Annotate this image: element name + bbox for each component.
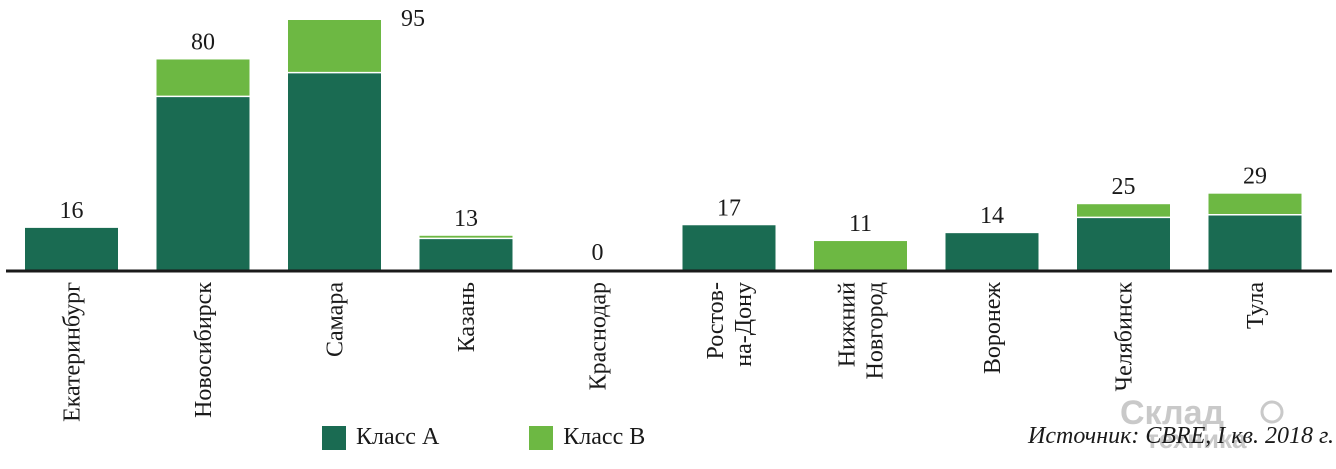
legend-item-class-a: Класс А	[322, 424, 439, 451]
category-label-2: Самара	[323, 282, 349, 357]
bar-class-a-7	[945, 233, 1039, 270]
category-label-line: Новосибирск	[191, 282, 217, 418]
legend-label-class-b: Класс В	[563, 424, 646, 450]
category-label-line: Воронеж	[980, 282, 1006, 375]
bar-class-b-1	[156, 59, 250, 97]
category-label-line: Новгород	[863, 282, 889, 379]
sklad-tehnika-watermark-logo: Склад техника	[1120, 394, 1284, 452]
category-label-8: Челябинск	[1112, 282, 1138, 392]
category-label-line: Казань	[454, 282, 480, 352]
category-label-4: Краснодар	[586, 282, 612, 390]
bar-class-a-1	[156, 96, 250, 270]
legend-item-class-b: Класс В	[529, 424, 645, 451]
legend-swatch-class-b	[529, 425, 554, 450]
value-label-9: 29	[1243, 164, 1267, 190]
bar-class-a-2	[288, 72, 381, 270]
category-label-0: Екатеринбург	[60, 282, 86, 422]
category-label-3: Казань	[454, 282, 480, 352]
category-label-line: Екатеринбург	[60, 282, 86, 422]
category-label-line: Ростов-	[703, 282, 729, 360]
value-label-5: 17	[717, 195, 741, 221]
category-label-line: на-Дону	[731, 282, 757, 367]
value-label-0: 16	[60, 198, 84, 224]
category-label-line: Нижний	[835, 282, 861, 367]
bar-class-b-6	[814, 241, 907, 270]
source-note: Источник: CBRE, I кв. 2018 г.	[1028, 423, 1334, 449]
category-label-line: Тула	[1243, 282, 1269, 329]
category-label-line: Краснодар	[586, 282, 612, 390]
category-label-1: Новосибирск	[191, 282, 217, 418]
value-label-2: 95	[401, 6, 425, 32]
bar-class-b-3	[419, 235, 513, 239]
bar-class-a-8	[1077, 217, 1170, 270]
logo-text-line2: техника	[1146, 424, 1247, 452]
category-label-5: Ростов-на-Дону	[703, 282, 757, 367]
bar-class-a-3	[419, 238, 513, 270]
value-label-3: 13	[454, 206, 478, 232]
logo-text-line1: Склад	[1120, 394, 1224, 432]
bar-class-b-8	[1077, 204, 1170, 218]
bar-class-b-2	[288, 20, 381, 73]
category-label-line: Челябинск	[1112, 282, 1138, 392]
category-label-6: Нижний Новгород	[835, 282, 889, 380]
value-label-7: 14	[980, 203, 1004, 229]
bar-class-a-0	[25, 227, 118, 270]
bar-class-b-9	[1208, 193, 1302, 215]
value-label-6: 11	[849, 211, 872, 237]
bar-class-a-9	[1208, 214, 1302, 270]
legend: Класс А Класс В	[322, 424, 645, 451]
category-label-7: Воронеж	[980, 282, 1006, 375]
category-label-line: Самара	[323, 282, 349, 357]
legend-swatch-class-a	[322, 425, 346, 450]
legend-label-class-a: Класс А	[356, 424, 440, 450]
value-label-1: 80	[191, 29, 215, 55]
bar-class-a-5	[682, 225, 776, 270]
value-label-4: 0	[592, 240, 604, 266]
value-label-8: 25	[1112, 174, 1136, 200]
category-label-9: Тула	[1243, 282, 1269, 329]
